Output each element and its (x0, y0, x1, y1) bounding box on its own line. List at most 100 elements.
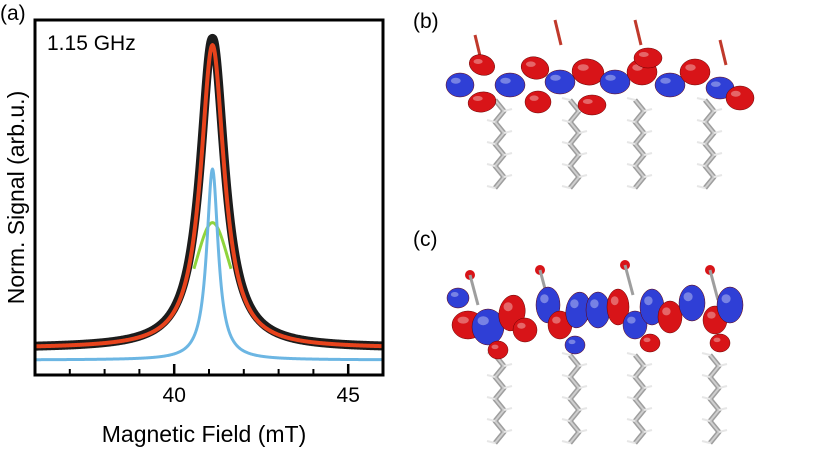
orbital-lobe-red-highlight (491, 344, 499, 350)
ester-bond (553, 19, 563, 46)
orbital-lobe-red-highlight (457, 316, 469, 324)
series-line-4 (192, 221, 233, 270)
hydrogen-bond (713, 130, 723, 134)
hydrogen-bond (561, 185, 571, 189)
orbital-lobe-blue-highlight (627, 316, 636, 324)
hydrogen-bond (578, 152, 588, 156)
series-line-3 (34, 167, 384, 362)
hydrogen-bond (713, 174, 723, 178)
hydrogen-bond (701, 352, 711, 356)
panel-label-c: (c) (413, 228, 438, 251)
hydrogen-bond (503, 174, 513, 178)
orbital-lobe-red-highlight (685, 64, 696, 71)
hydrogen-bond (486, 440, 496, 444)
orbital-lobe-red-highlight (713, 337, 721, 343)
x-tick-label: 45 (337, 384, 360, 407)
orbital-lobe-blue (564, 335, 586, 355)
hydrogen-bond (626, 163, 636, 167)
hydrogen-bond (713, 108, 723, 112)
hydrogen-bond (696, 97, 706, 101)
hydrogen-bond (503, 130, 513, 134)
panel-label-b: (b) (413, 10, 439, 33)
orbital-lobe-red (469, 54, 495, 76)
orbital-lobe-blue-highlight (644, 296, 653, 306)
orbital-lobe-blue-highlight (540, 294, 549, 304)
orbital-lobe-blue (678, 284, 706, 322)
orbital-lobe-blue-highlight (710, 81, 721, 87)
hydrogen-bond (578, 130, 588, 134)
orbital-lobe-blue-highlight (450, 292, 459, 297)
orbital-lobe-blue-highlight (570, 299, 579, 309)
hydrogen-bond (643, 385, 653, 389)
orbital-lobe-blue-highlight (590, 299, 599, 309)
orbital-lobe-blue-highlight (568, 339, 576, 345)
hydrogen-bond (561, 119, 571, 123)
orbital-lobe-red-highlight (638, 52, 649, 57)
orbital-lobe-red-highlight (517, 322, 526, 329)
orbital-lobe-blue (654, 72, 686, 98)
hydrogen-bond (701, 440, 711, 444)
orbital-lobe-red-highlight (472, 96, 483, 101)
orbital-lobe-red (639, 333, 661, 353)
orbital-lobe-red-highlight (610, 296, 619, 306)
orbital-lobe-red (512, 317, 538, 343)
hydrogen-bond (486, 163, 496, 167)
hydrogen-bond (718, 385, 728, 389)
hydrogen-bond (486, 374, 496, 378)
orbital-lobe-red (709, 333, 731, 353)
molecule-orbital-b (445, 19, 755, 190)
molecule-orbital-c (446, 260, 744, 445)
ester-bond (718, 39, 728, 66)
orbital-lobe-red-highlight (643, 337, 651, 343)
orbital-lobe-blue-highlight (450, 77, 461, 84)
hydrogen-bond (718, 363, 728, 367)
hydrogen-bond (503, 407, 513, 411)
orbital-lobe-blue-highlight (660, 77, 671, 84)
tick-layer: 40 45 (68, 364, 384, 407)
series-line-2 (33, 43, 385, 349)
hydrogen-bond (696, 119, 706, 123)
orbital-lobe-red (467, 91, 497, 113)
hydrogen-bond (626, 97, 636, 101)
orbital-lobe-blue-highlight (683, 292, 693, 302)
orbital-lobe-red (520, 56, 550, 80)
orbital-lobe-red-highlight (552, 316, 561, 324)
orbital-lobe-blue (544, 69, 576, 95)
hydrogen-bond (578, 429, 588, 433)
frequency-annotation: 1.15 GHz (47, 32, 136, 55)
hydrogen-bond (503, 363, 513, 367)
orbital-lobe-red-highlight (525, 61, 536, 67)
hydrogen-bond (696, 141, 706, 145)
hydrogen-bond (503, 152, 513, 156)
orbital-lobe-red-highlight (662, 307, 671, 316)
hydrogen-bond (643, 152, 653, 156)
orbital-lobe-red-highlight (707, 311, 716, 319)
series-layer (31, 33, 387, 362)
hydrogen-bond (561, 163, 571, 167)
hydrogen-bond (486, 185, 496, 189)
orbital-lobe-red-highlight (503, 302, 513, 312)
hydrogen-bond (578, 385, 588, 389)
orbital-lobe-blue-highlight (500, 77, 511, 84)
hydrogen-bond (503, 385, 513, 389)
hydrogen-bond (643, 407, 653, 411)
hydrogen-bond (718, 407, 728, 411)
orbital-lobe-red (633, 47, 663, 69)
orbital-lobe-red (487, 340, 509, 360)
hydrogen-bond (643, 130, 653, 134)
hydrogen-bond (561, 440, 571, 444)
x-tick-label: 40 (163, 384, 186, 407)
orbital-lobe-red (679, 58, 711, 86)
ester-bond (623, 264, 635, 296)
hydrogen-bond (561, 374, 571, 378)
hydrogen-bond (561, 141, 571, 145)
y-axis-label: Norm. Signal (arb.u.) (3, 91, 29, 304)
hydrogen-bond (718, 429, 728, 433)
hydrogen-bond (626, 141, 636, 145)
orbital-lobe-red-highlight (473, 59, 483, 64)
hydrogen-bond (626, 119, 636, 123)
hydrogen-bond (561, 418, 571, 422)
orbital-lobe-red (657, 300, 683, 334)
orbital-lobe-red-highlight (582, 99, 593, 104)
hydrogen-bond (643, 108, 653, 112)
